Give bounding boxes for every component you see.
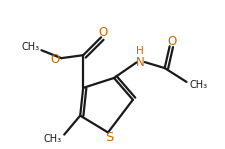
Text: O: O [98, 26, 108, 39]
Text: CH₃: CH₃ [21, 42, 39, 52]
Text: H: H [136, 46, 144, 56]
Text: CH₃: CH₃ [43, 134, 61, 143]
Text: S: S [105, 131, 113, 144]
Text: CH₃: CH₃ [189, 80, 208, 90]
Text: O: O [50, 53, 59, 66]
Text: N: N [135, 56, 144, 69]
Text: O: O [167, 35, 176, 48]
